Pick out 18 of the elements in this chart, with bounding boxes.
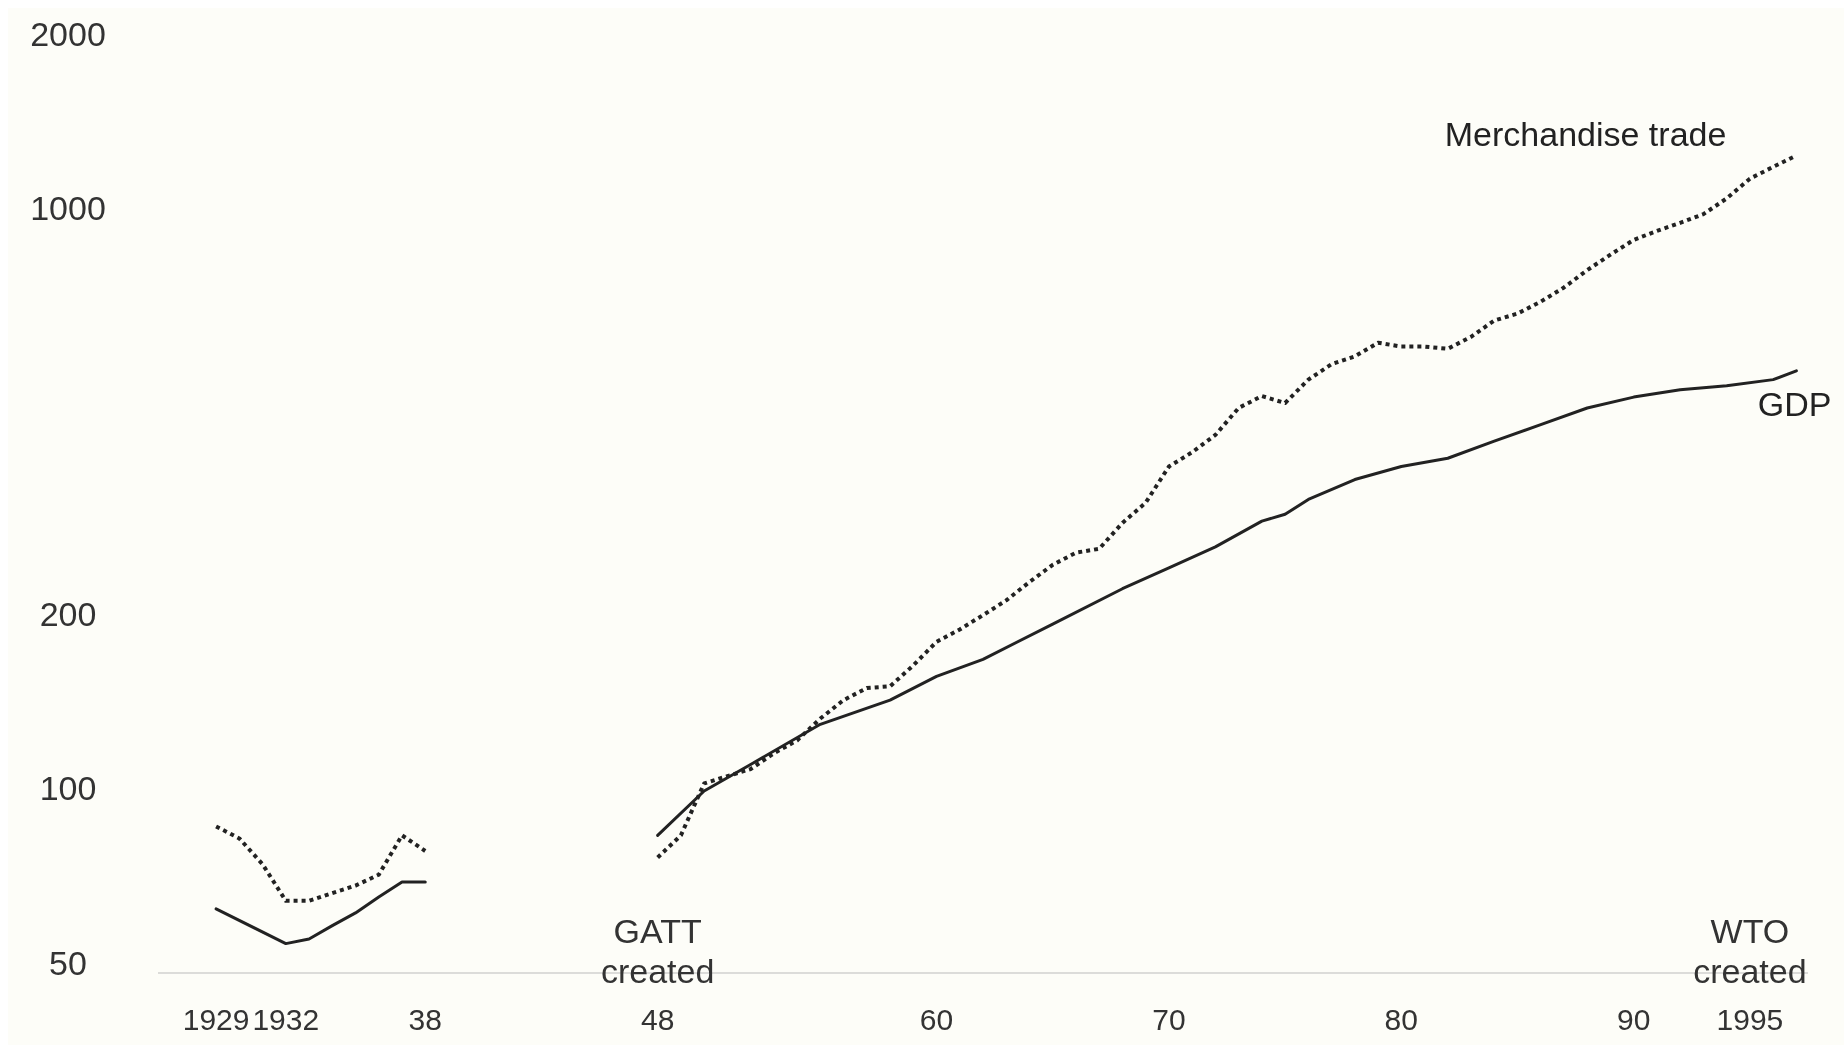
y-tick-label: 200 — [39, 594, 97, 633]
x-tick-label: 60 — [919, 1003, 954, 1036]
annotation: WTO created — [1693, 912, 1807, 990]
x-tick-label: 48 — [640, 1003, 675, 1036]
y-tick-label: 50 — [49, 943, 87, 982]
series-label: Merchandise trade — [1444, 114, 1727, 153]
y-tick-label: 2000 — [30, 14, 106, 53]
y-tick-label: 100 — [39, 769, 97, 808]
annotation: GATT created — [600, 912, 715, 990]
x-tick-label: 80 — [1384, 1003, 1418, 1036]
x-tick-label: 38 — [408, 1003, 442, 1036]
x-tick-label: 1929 — [182, 1003, 250, 1036]
x-tick-label: 70 — [1152, 1003, 1186, 1036]
x-tick-label: 1995 — [1716, 1003, 1784, 1036]
series-label: GDP — [1757, 384, 1832, 423]
y-tick-label: 1000 — [30, 189, 106, 228]
x-tick-label: 1932 — [252, 1003, 320, 1036]
x-tick-label: 90 — [1617, 1003, 1651, 1036]
